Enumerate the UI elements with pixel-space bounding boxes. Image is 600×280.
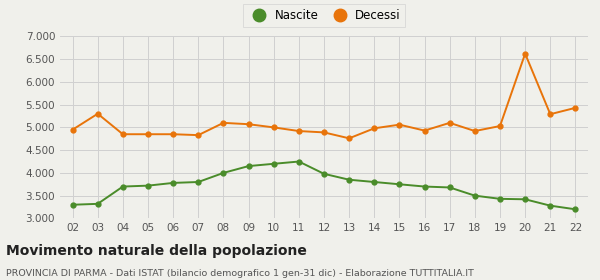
Text: Movimento naturale della popolazione: Movimento naturale della popolazione (6, 244, 307, 258)
Text: PROVINCIA DI PARMA - Dati ISTAT (bilancio demografico 1 gen-31 dic) - Elaborazio: PROVINCIA DI PARMA - Dati ISTAT (bilanci… (6, 269, 474, 278)
Legend: Nascite, Decessi: Nascite, Decessi (242, 4, 406, 27)
